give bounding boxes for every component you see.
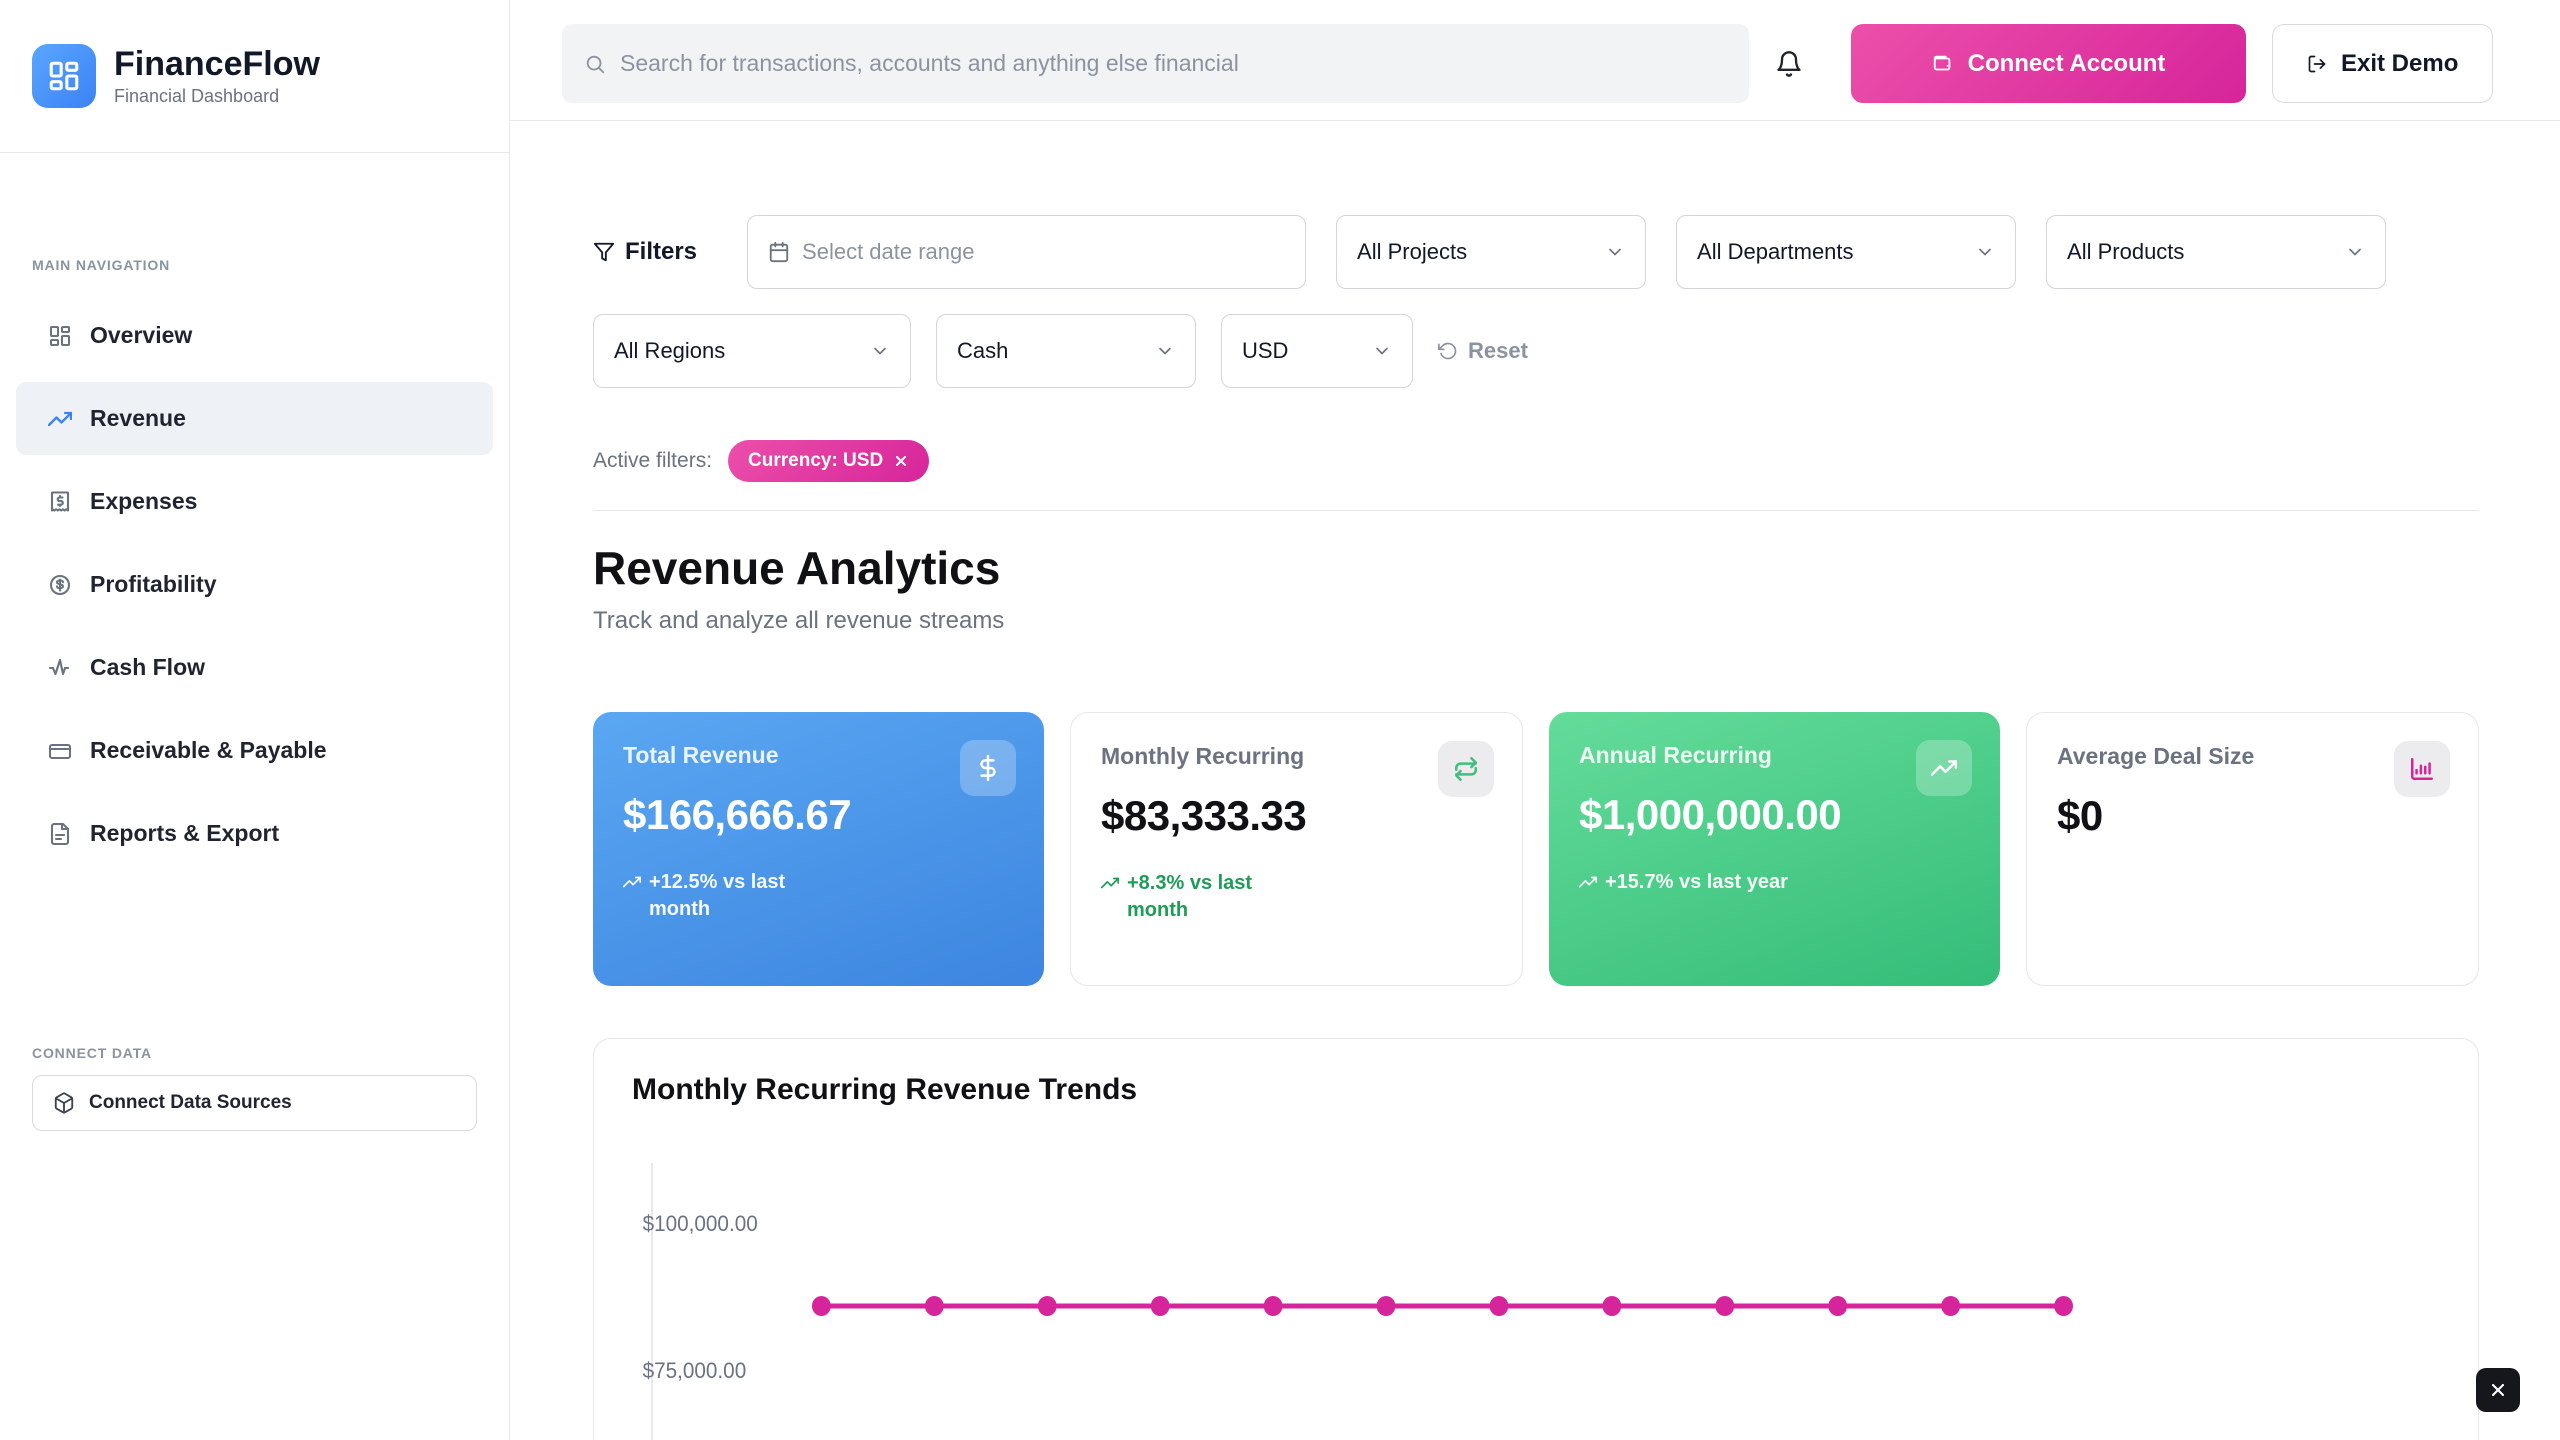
svg-text:$75,000.00: $75,000.00 [643, 1358, 747, 1383]
svg-text:$100,000.00: $100,000.00 [643, 1211, 758, 1236]
